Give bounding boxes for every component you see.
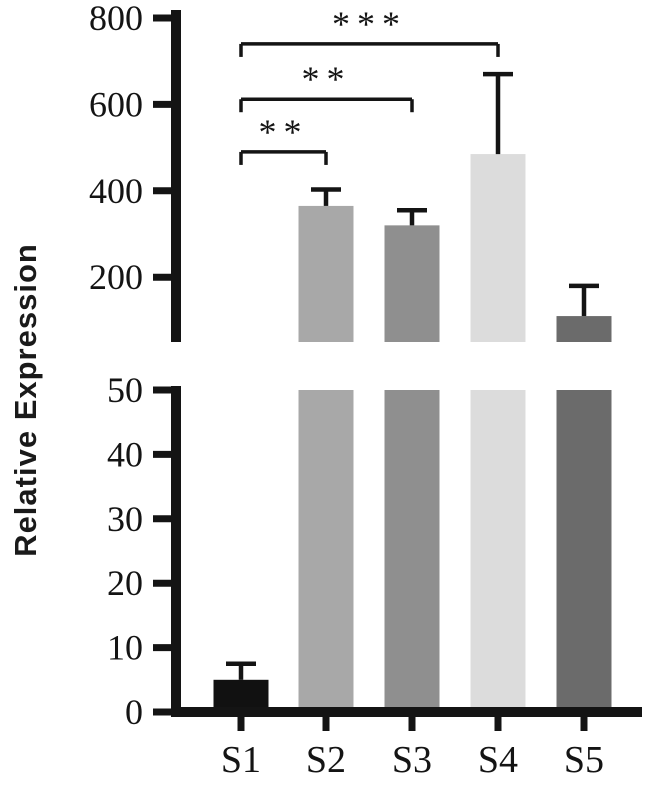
bar-lower-S5: [556, 390, 612, 712]
y-tick-label-upper-600: 600: [89, 84, 143, 124]
bar-lower-S1: [213, 679, 269, 712]
y-tick-label-lower-0: 0: [125, 692, 143, 732]
bar-lower-S3: [384, 390, 440, 712]
sig-label-S1-S4: ***: [332, 4, 407, 44]
y-tick-label-lower-30: 30: [107, 499, 143, 539]
bar-lower-S4: [470, 390, 526, 712]
y-tick-label-lower-50: 50: [107, 370, 143, 410]
bar-upper-S3: [384, 225, 440, 342]
x-tick-label-S1: S1: [221, 739, 261, 781]
y-tick-label-lower-40: 40: [107, 434, 143, 474]
x-tick-label-S5: S5: [564, 739, 604, 781]
bar-lower-S2: [298, 390, 354, 712]
bar-upper-S2: [298, 205, 354, 342]
sig-label-S1-S2: **: [259, 112, 309, 152]
y-tick-label-lower-20: 20: [107, 563, 143, 603]
bar-upper-S4: [470, 154, 526, 342]
sig-label-S1-S3: **: [302, 59, 352, 99]
y-tick-label-upper-400: 400: [89, 171, 143, 211]
x-tick-label-S2: S2: [306, 739, 346, 781]
y-axis-title: Relative Expression: [8, 243, 43, 557]
x-tick-label-S3: S3: [392, 739, 432, 781]
bar-upper-S5: [556, 316, 612, 342]
y-tick-label-lower-10: 10: [107, 628, 143, 668]
y-tick-label-upper-200: 200: [89, 257, 143, 297]
x-tick-label-S4: S4: [478, 739, 518, 781]
y-tick-label-upper-800: 800: [89, 0, 143, 38]
